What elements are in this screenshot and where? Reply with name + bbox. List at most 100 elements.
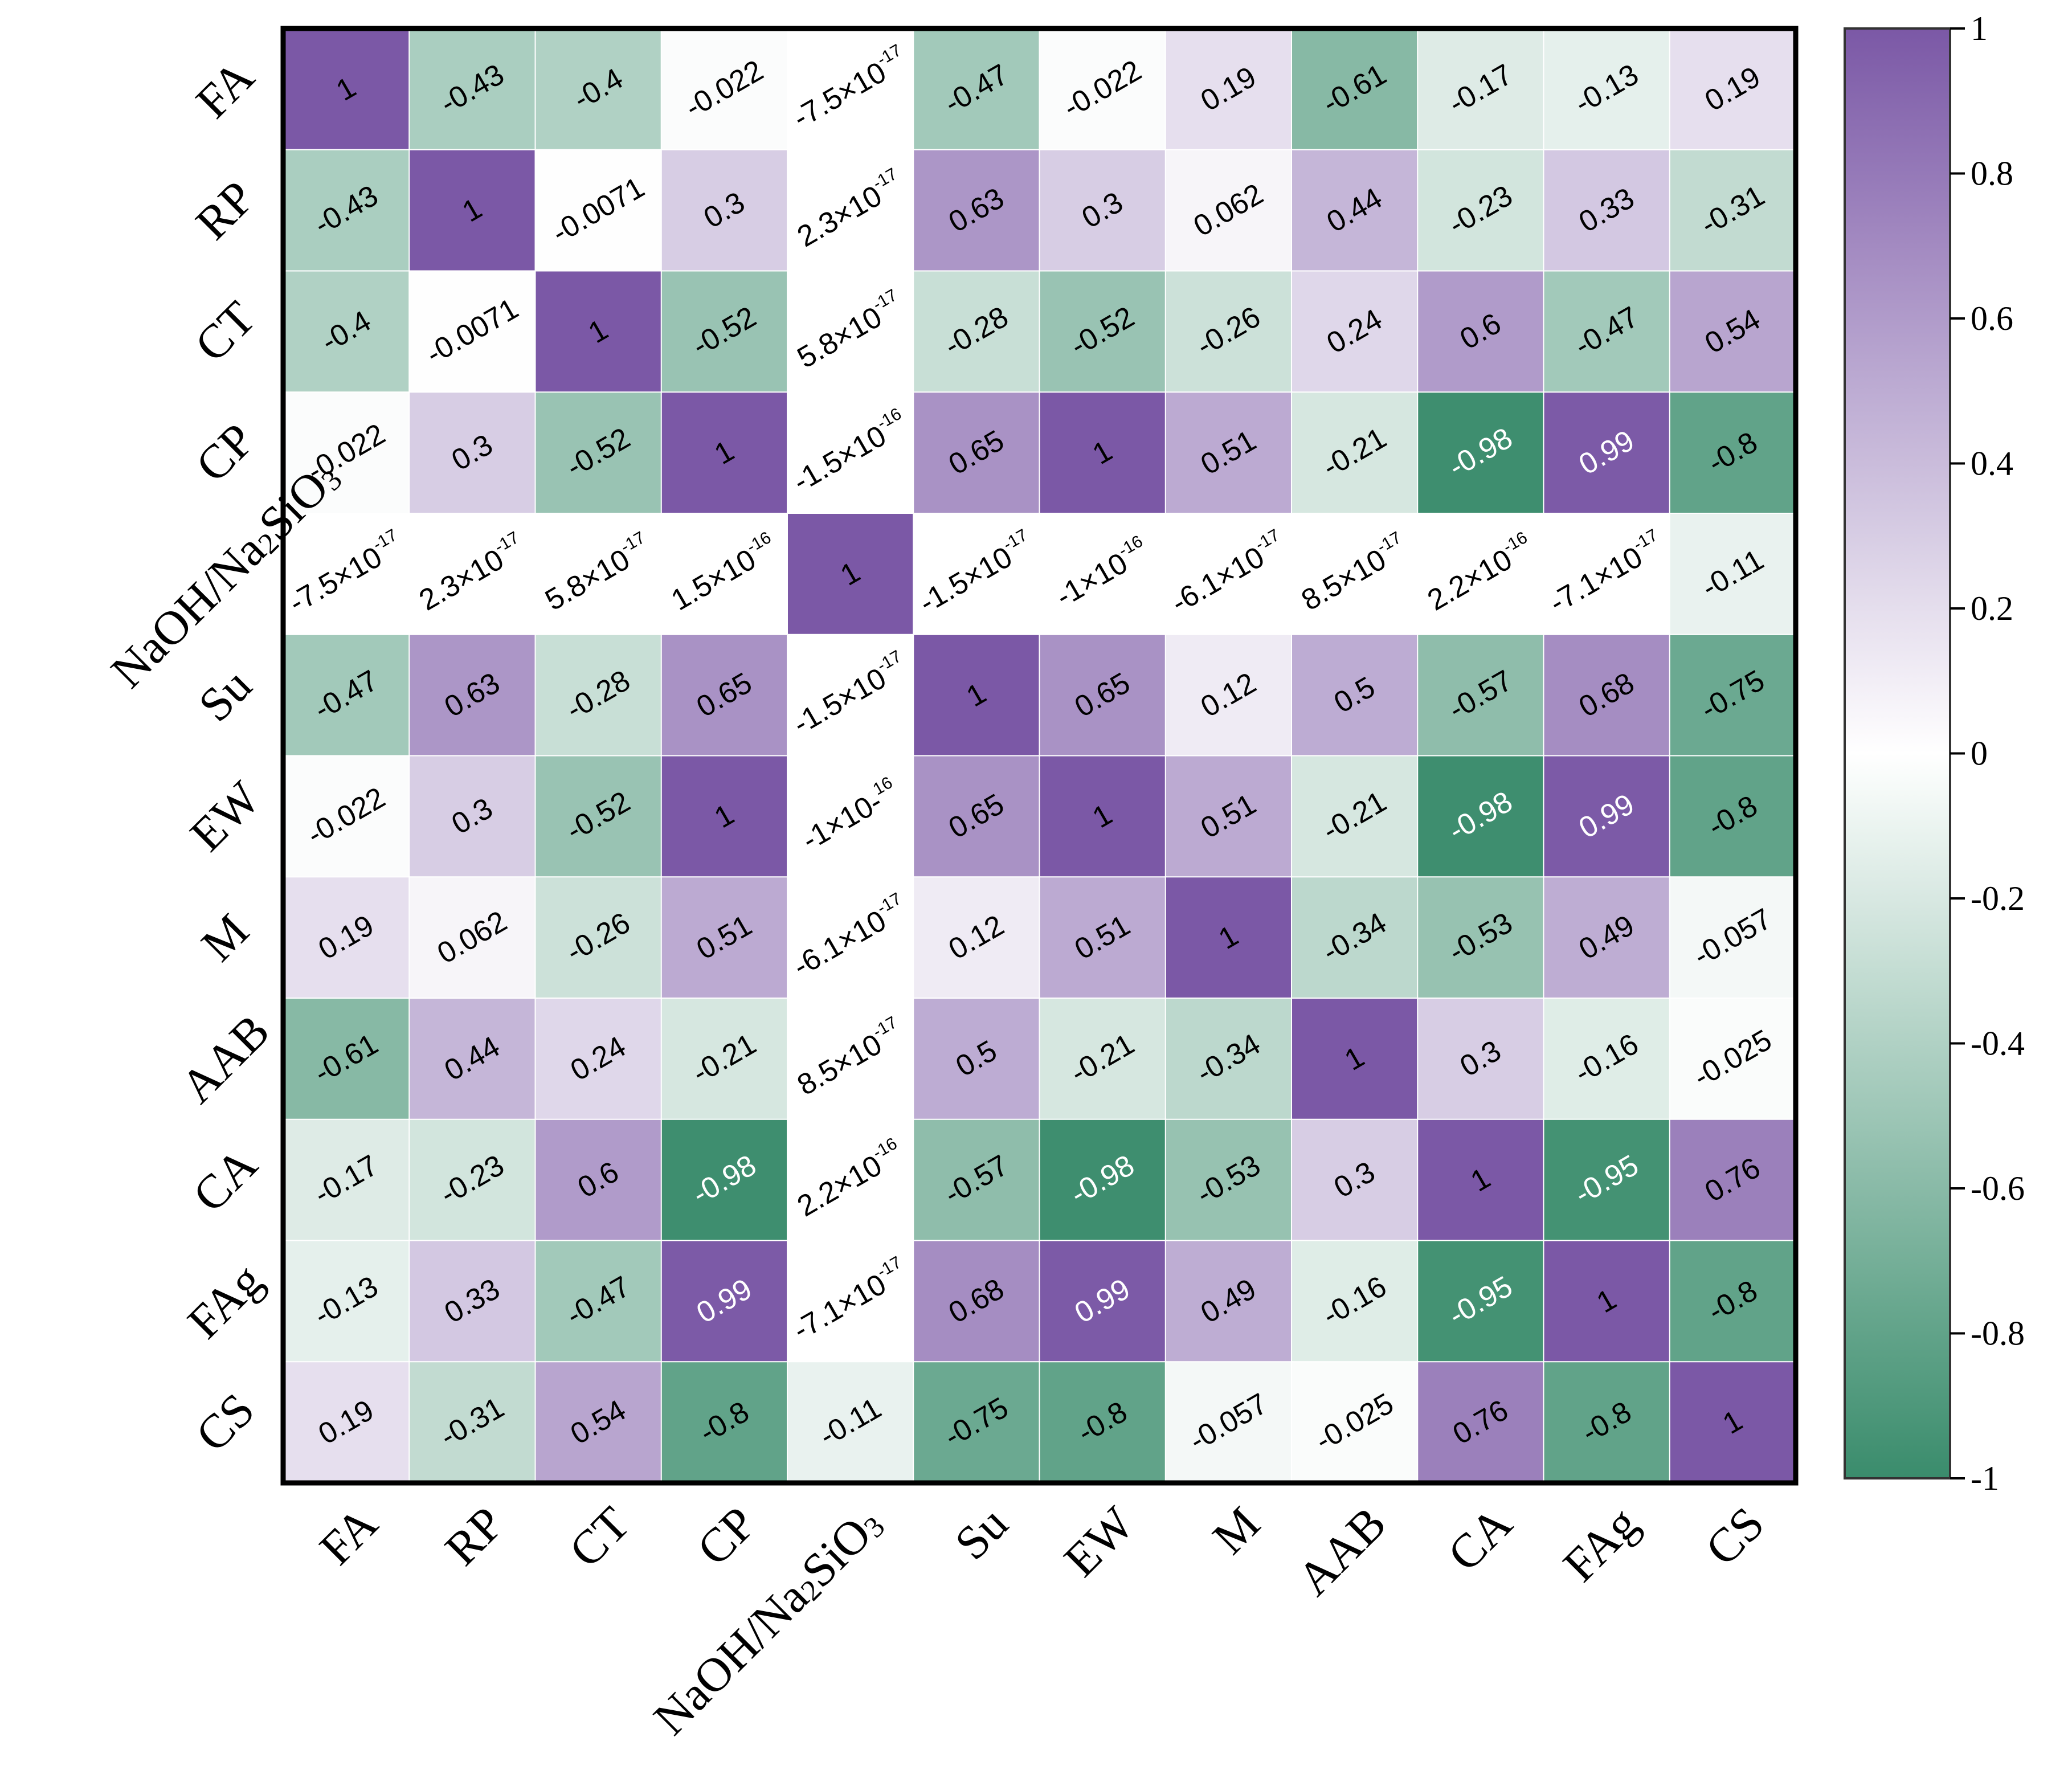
heatmap-cell [408,391,537,514]
x-tick-label: Su [945,1497,1017,1570]
heatmap-cell [913,1118,1041,1242]
x-tick-label: M [1203,1497,1270,1564]
heatmap-cell [1417,28,1545,151]
heatmap-cell [660,755,788,878]
heatmap-cell [1164,513,1293,636]
y-tick-label: RP [186,171,264,250]
heatmap-cell [913,633,1041,757]
heatmap-cell [1039,998,1167,1121]
x-tick-label: CP [687,1497,766,1575]
heatmap-cell [787,270,914,393]
plot-frame [280,26,1799,1486]
x-tick-label: FAg [1553,1497,1648,1592]
heatmap-cell [787,755,914,878]
heatmap-cell [1543,513,1671,636]
colorbar-tick-label: 0.2 [1971,590,2013,627]
heatmap-cell [534,270,663,393]
heatmap-cell [660,1118,788,1242]
y-tick-label: CA [183,1138,268,1223]
colorbar-tick-label: 1 [1971,10,1988,47]
heatmap-cell [787,1240,914,1363]
x-tick-label: AAB [1287,1497,1396,1605]
heatmap-cell [283,876,410,999]
heatmap-cell [913,1361,1041,1484]
x-tick-label: CT [559,1497,640,1577]
heatmap-cell [1417,1361,1545,1484]
heatmap-cell [913,149,1041,272]
x-tick-label: NaOH/Na2SiO3 [644,1497,892,1745]
heatmap-cell [1669,633,1797,757]
heatmap-cell [660,28,788,151]
heatmap-cell [1291,513,1419,636]
heatmap-cell [1543,876,1671,999]
heatmap-cell [787,149,914,272]
heatmap-cell [1417,149,1545,272]
heatmap-cell [913,513,1041,636]
heatmap-cell [1039,1118,1167,1242]
heatmap-cell [1039,1240,1167,1363]
heatmap-cell [913,998,1041,1121]
heatmap-cell [408,1240,537,1363]
heatmap-cell [283,1240,410,1363]
heatmap-cell [1039,149,1167,272]
heatmap-cell [913,391,1041,514]
heatmap-cell [913,28,1041,151]
heatmap-cell [534,998,663,1121]
heatmap-cell [660,998,788,1121]
heatmap-cell [1669,1361,1797,1484]
heatmap-cell [1417,876,1545,999]
heatmap-cell [534,391,663,514]
heatmap-cell [534,1361,663,1484]
heatmap-cell [534,513,663,636]
heatmap-cell [660,633,788,757]
heatmap-cell [660,1240,788,1363]
y-tick-label: M [191,904,259,971]
heatmap-cell [408,1118,537,1242]
heatmap-cell [283,755,410,878]
heatmap-cell [1039,876,1167,999]
heatmap-cell [534,876,663,999]
heatmap-cell [1039,1361,1167,1484]
y-tick-label: EW [180,771,271,861]
heatmap-cell [1291,633,1419,757]
heatmap-cell [408,876,537,999]
heatmap-cell [1669,998,1797,1121]
heatmap-cell [408,633,537,757]
heatmap-cell [1417,391,1545,514]
colorbar-tick-label: -0.2 [1971,880,2025,917]
heatmap-cell [1669,270,1797,393]
heatmap-cells [283,28,1797,1484]
heatmap-cell [1164,1118,1293,1242]
heatmap-cell [1291,149,1419,272]
heatmap-cell [660,270,788,393]
heatmap-cell [1291,998,1419,1121]
heatmap-cell [1039,633,1167,757]
heatmap-cell [1417,1240,1545,1363]
heatmap-cell [1543,1118,1671,1242]
heatmap-cell [1039,391,1167,514]
heatmap-cell [534,1118,663,1242]
heatmap-cell [1417,1118,1545,1242]
heatmap-cell [1417,755,1545,878]
heatmap-cell [1669,391,1797,514]
heatmap-cell [1164,1240,1293,1363]
heatmap-cell [534,149,663,272]
heatmap-cell [283,28,410,151]
heatmap-cell [1543,149,1671,272]
heatmap-cell [1417,998,1545,1121]
heatmap-cell [660,149,788,272]
heatmap-cell [1164,633,1293,757]
heatmap-cell [1039,513,1167,636]
heatmap-cell [534,755,663,878]
heatmap-cell [1291,755,1419,878]
heatmap-cell [1164,998,1293,1121]
heatmap-cell [1669,876,1797,999]
heatmap-cell [1039,270,1167,393]
heatmap-cell [283,391,410,514]
colorbar-ramp [1844,27,1951,1479]
heatmap-cell [660,876,788,999]
x-tick-label: CS [1695,1497,1774,1575]
heatmap-cell [1164,28,1293,151]
heatmap-cell [787,513,914,636]
